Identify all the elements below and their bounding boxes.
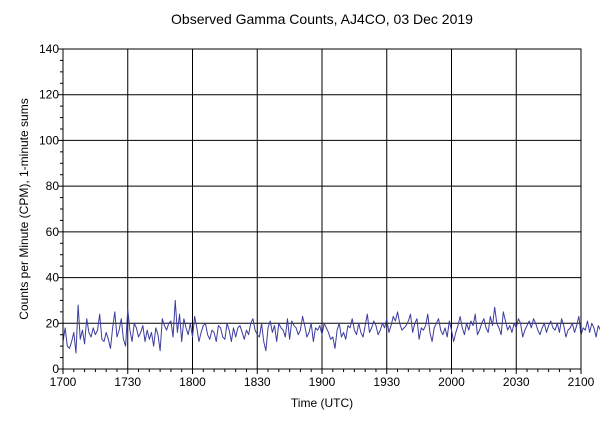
x-tick-label: 2100: [568, 375, 595, 389]
x-tick-label: 2030: [503, 375, 530, 389]
x-tick-label: 1730: [114, 375, 141, 389]
x-axis: 1700 1730 1800 1830 1900 1930 2000 2030 2100: [50, 369, 595, 389]
y-tick-label: 0: [52, 362, 59, 376]
y-tick-label: 120: [39, 88, 59, 102]
chart-title: Observed Gamma Counts, AJ4CO, 03 Dec 201…: [171, 11, 473, 27]
series-line-group: [62, 299, 600, 354]
x-axis-label: Time (UTC): [291, 396, 353, 410]
y-tick-label: 80: [46, 179, 60, 193]
gridlines: [63, 49, 581, 369]
x-tick-label: 1830: [244, 375, 271, 389]
y-tick-label: 20: [46, 316, 60, 330]
y-tick-label: 40: [46, 271, 60, 285]
y-tick-label: 100: [39, 133, 59, 147]
x-tick-label: 1700: [50, 375, 77, 389]
y-axis-label: Counts per Minute (CPM), 1-minute sums: [17, 98, 31, 319]
x-tick-label: 1800: [179, 375, 206, 389]
x-tick-label: 1930: [373, 375, 400, 389]
y-axis: 0 20 40 60 80 100 120 140: [39, 42, 63, 376]
y-tick-label: 60: [46, 225, 60, 239]
series-line: [62, 299, 600, 354]
x-tick-label: 1900: [309, 375, 336, 389]
x-tick-label: 2000: [438, 375, 465, 389]
y-tick-label: 140: [39, 42, 59, 56]
